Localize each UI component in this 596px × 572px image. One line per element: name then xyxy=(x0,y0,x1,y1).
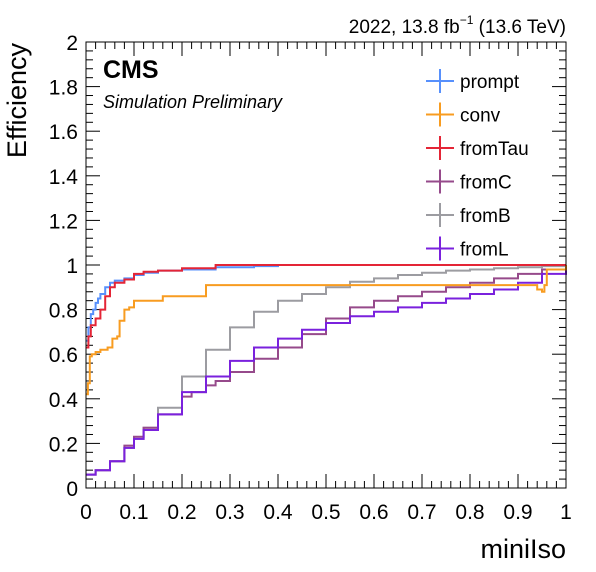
y-tick-label: 1 xyxy=(66,255,78,278)
legend-label: fromL xyxy=(460,240,509,261)
y-tick-label: 0.6 xyxy=(49,344,78,367)
legend-label: prompt xyxy=(460,72,520,93)
y-tick-label: 0.2 xyxy=(49,433,78,456)
legend-entry-fromb: fromB xyxy=(426,203,511,227)
plot-frame xyxy=(85,41,567,489)
series-line-froml xyxy=(86,265,567,476)
legend-entry-prompt: prompt xyxy=(426,69,520,93)
y-tick-labels: 0 0.2 0.4 0.6 0.8 1 1.2 1.4 1.6 1.8 2 xyxy=(49,32,79,501)
x-axis-label: miniIso xyxy=(480,534,566,564)
cms-label: CMS xyxy=(103,56,159,84)
series-line-fromtau xyxy=(86,264,566,349)
legend-label: conv xyxy=(460,106,501,127)
legend: prompt conv fromTau fromC fromB fromL xyxy=(426,69,529,261)
x-tick-label: 0.5 xyxy=(311,501,340,524)
y-tick-label: 1.2 xyxy=(49,210,78,233)
x-tick-label: 1 xyxy=(560,501,572,524)
legend-entry-fromc: fromC xyxy=(426,169,512,194)
axis-ticks xyxy=(85,41,567,489)
x-tick-label: 0.3 xyxy=(215,501,244,524)
x-tick-label: 0.6 xyxy=(359,501,388,524)
x-tick-labels: 0 0.1 0.2 0.3 0.4 0.5 0.6 0.7 0.8 0.9 1 xyxy=(80,501,572,524)
y-tick-label: 0.4 xyxy=(49,389,79,412)
legend-label: fromC xyxy=(460,173,512,194)
y-tick-label: 0.8 xyxy=(49,300,78,323)
series-line-conv xyxy=(86,265,567,396)
x-tick-label: 0.2 xyxy=(167,501,196,524)
legend-entry-fromtau: fromTau xyxy=(426,136,529,160)
luminosity-label: 2022, 13.8 fb−1 (13.6 TeV) xyxy=(349,13,566,38)
legend-entry-froml: fromL xyxy=(426,236,509,261)
y-tick-label: 1.4 xyxy=(49,166,79,189)
data-series xyxy=(86,264,567,476)
x-tick-label: 0.7 xyxy=(407,501,436,524)
x-tick-label: 0.4 xyxy=(263,501,293,524)
y-axis-label: Efficiency xyxy=(2,43,32,159)
y-tick-label: 0 xyxy=(66,478,78,501)
y-tick-label: 2 xyxy=(66,32,78,55)
legend-label: fromTau xyxy=(460,139,529,160)
x-tick-label: 0.9 xyxy=(503,501,532,524)
x-tick-label: 0.8 xyxy=(455,501,484,524)
y-tick-label: 1.8 xyxy=(49,77,78,100)
legend-entry-conv: conv xyxy=(426,102,501,127)
subtitle: Simulation Preliminary xyxy=(103,92,283,112)
legend-label: fromB xyxy=(460,206,511,227)
y-tick-label: 1.6 xyxy=(49,121,78,144)
x-tick-label: 0 xyxy=(80,501,92,524)
x-tick-label: 0.1 xyxy=(119,501,148,524)
